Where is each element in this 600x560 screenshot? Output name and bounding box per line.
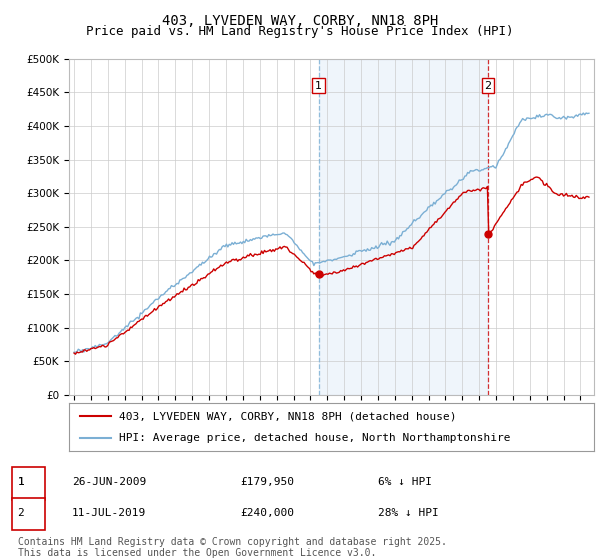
Text: 403, LYVEDEN WAY, CORBY, NN18 8PH (detached house): 403, LYVEDEN WAY, CORBY, NN18 8PH (detac… [119,411,457,421]
Text: 2: 2 [485,81,492,91]
Text: 403, LYVEDEN WAY, CORBY, NN18 8PH: 403, LYVEDEN WAY, CORBY, NN18 8PH [162,14,438,28]
Text: HPI: Average price, detached house, North Northamptonshire: HPI: Average price, detached house, Nort… [119,433,511,443]
Text: Price paid vs. HM Land Registry's House Price Index (HPI): Price paid vs. HM Land Registry's House … [86,25,514,38]
Text: 1: 1 [17,477,25,487]
Text: £240,000: £240,000 [240,508,294,518]
Text: £179,950: £179,950 [240,477,294,487]
Text: 11-JUL-2019: 11-JUL-2019 [72,508,146,518]
Text: 2: 2 [17,508,25,518]
Text: 1: 1 [17,477,25,487]
Text: 6% ↓ HPI: 6% ↓ HPI [378,477,432,487]
Text: 1: 1 [315,81,322,91]
Bar [319,59,488,395]
Text: Contains HM Land Registry data © Crown copyright and database right 2025.
This d: Contains HM Land Registry data © Crown c… [18,536,447,558]
Text: 28% ↓ HPI: 28% ↓ HPI [378,508,439,518]
Text: 26-JUN-2009: 26-JUN-2009 [72,477,146,487]
